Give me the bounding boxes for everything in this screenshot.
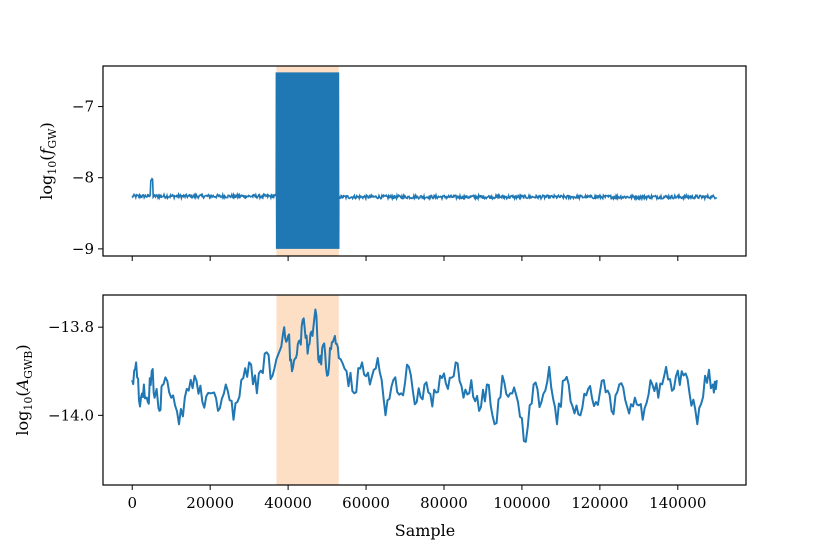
bottom-panel: −14.0 −13.8 0 20000 40000 60000 80000 100000 12… [13, 294, 747, 540]
x-tick-label: 80000 [420, 494, 468, 512]
x-tick-label: 40000 [264, 494, 312, 512]
y-tick-label: −9 [72, 240, 94, 258]
top-panel: −9 −8 −7 log10(fGW) [37, 65, 747, 261]
top-x-ticks [131, 256, 679, 261]
top-series-line [131, 72, 717, 249]
top-y-axis-label: log10(fGW) [37, 122, 59, 200]
bottom-y-ticks: −14.0 −13.8 [48, 318, 103, 424]
top-axes-frame [102, 65, 747, 257]
bottom-x-ticks: 0 20000 40000 60000 80000 100000 120000 140000 [127, 485, 706, 512]
x-tick-label: 100000 [493, 494, 550, 512]
x-tick-label: 120000 [571, 494, 628, 512]
y-tick-label: −8 [72, 169, 94, 187]
top-y-ticks: −9 −8 −7 [72, 98, 103, 258]
x-tick-label: 140000 [649, 494, 706, 512]
x-tick-label: 0 [127, 494, 137, 512]
bottom-y-axis-label: log10(AGWB) [13, 344, 35, 435]
bottom-axes-frame [102, 294, 747, 486]
y-tick-label: −13.8 [48, 318, 94, 336]
y-tick-label: −7 [72, 98, 94, 116]
x-tick-label: 20000 [186, 494, 234, 512]
bottom-highlight-span [276, 295, 339, 485]
top-series-path [131, 72, 717, 249]
bottom-series-line [131, 308, 718, 443]
y-tick-label: −14.0 [48, 406, 94, 424]
bottom-x-axis-label: Sample [395, 521, 456, 540]
x-tick-label: 60000 [342, 494, 390, 512]
